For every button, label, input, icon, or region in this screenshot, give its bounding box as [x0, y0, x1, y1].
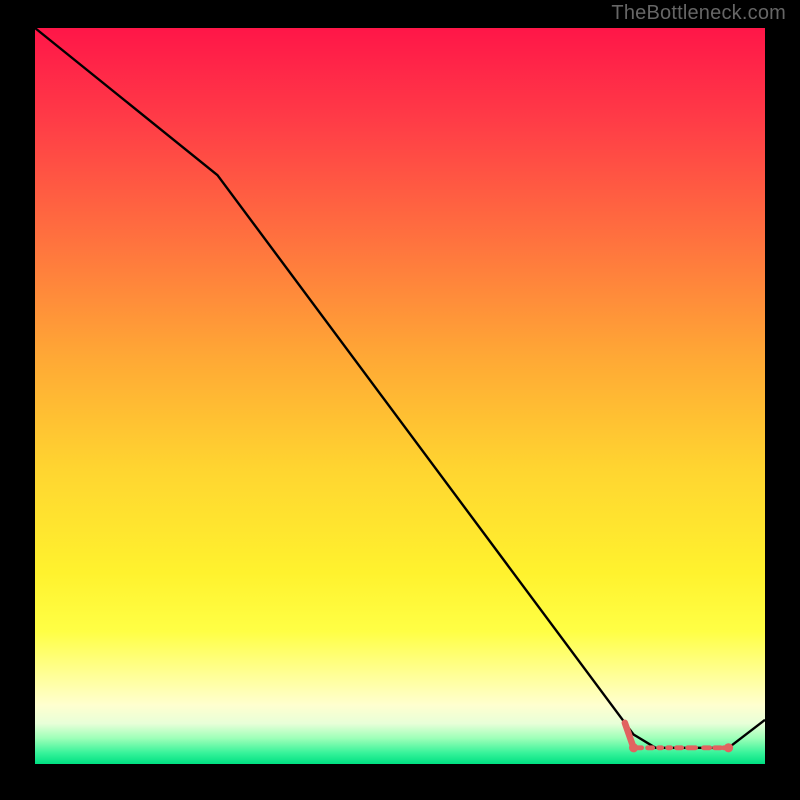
- plot-background: [35, 28, 765, 764]
- optimal-range-cap-1: [724, 743, 733, 752]
- chart-svg: [0, 0, 800, 800]
- chart-frame: TheBottleneck.com: [0, 0, 800, 800]
- optimal-range-cap-0: [629, 743, 638, 752]
